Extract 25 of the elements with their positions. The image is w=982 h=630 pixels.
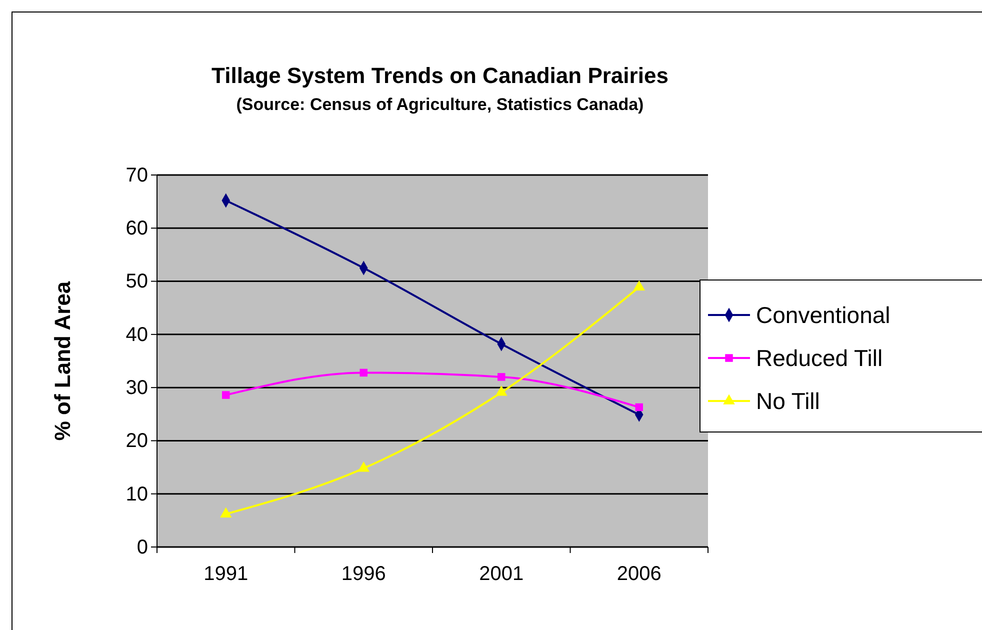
y-tick-label: 20 [126,430,148,452]
point [358,462,370,472]
point [635,403,643,412]
chart-title: Tillage System Trends on Canadian Prairies [212,63,668,88]
y-tick-label: 30 [126,376,148,399]
y-tick-label: 0 [136,536,148,558]
legend-label: Conventional [756,302,890,328]
x-tick-label: 2006 [616,563,662,585]
legend-label: No Till [756,388,820,414]
chart-subtitle: (Source: Census of Agriculture, Statistics Canada) [236,95,644,114]
y-tick-label: 50 [126,270,148,293]
y-tick-label: 60 [126,218,148,240]
legend-label: Reduced Till [756,345,883,371]
point [495,386,508,396]
point [498,373,506,381]
y-tick-label: 40 [126,324,148,346]
y-axis-title: % of Land Area [50,280,75,441]
x-tick-label: 1996 [341,563,386,585]
point [360,368,368,377]
y-tick-label: 70 [126,164,148,186]
x-tick-label: 1991 [204,563,248,585]
point [220,507,232,518]
x-tick-label: 2001 [479,563,524,585]
point [222,391,230,399]
y-tick-label: 10 [126,483,148,506]
